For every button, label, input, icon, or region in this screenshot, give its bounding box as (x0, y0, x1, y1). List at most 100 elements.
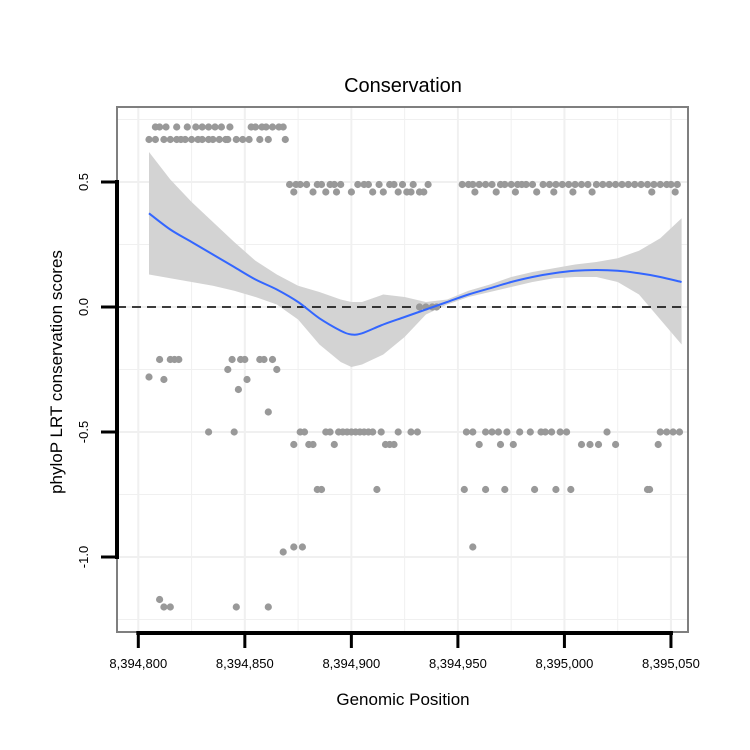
data-point (390, 440, 398, 449)
data-point (260, 355, 268, 364)
data-point (251, 123, 260, 131)
data-point (160, 135, 168, 144)
data-point (166, 135, 174, 144)
data-point (656, 428, 664, 436)
data-point (469, 543, 477, 551)
data-point (226, 123, 234, 131)
data-point (279, 123, 287, 131)
x-tick-label: 8,394,850 (216, 656, 274, 671)
data-point (592, 180, 601, 189)
data-point (612, 440, 620, 449)
data-point (317, 180, 326, 189)
data-point (409, 180, 417, 189)
x-tick-label: 8,395,000 (536, 656, 594, 671)
data-point (224, 365, 232, 374)
data-point (586, 440, 594, 449)
data-point (603, 428, 611, 436)
data-point (309, 440, 317, 449)
data-point (496, 440, 505, 449)
data-point (394, 428, 402, 436)
data-point (241, 355, 249, 364)
data-point (469, 180, 477, 189)
data-point (488, 180, 496, 189)
data-point (462, 428, 470, 436)
data-point (650, 180, 658, 189)
data-point (375, 180, 383, 189)
data-point (256, 135, 264, 144)
data-point (482, 485, 490, 494)
data-point (160, 603, 168, 611)
data-point (286, 180, 294, 189)
data-point (264, 408, 272, 416)
x-tick-label: 8,394,800 (109, 656, 167, 671)
data-point (175, 355, 183, 364)
data-point (317, 485, 326, 494)
data-point (156, 595, 164, 604)
data-point (599, 180, 607, 189)
data-point (556, 428, 564, 436)
data-point (407, 188, 415, 196)
data-point (245, 135, 253, 144)
data-point (567, 485, 575, 494)
y-tick-label: -0.5 (76, 421, 91, 443)
data-point (563, 428, 571, 436)
data-point (501, 180, 509, 189)
data-point (224, 135, 232, 144)
chart-title: Conservation (344, 75, 462, 97)
data-point (364, 180, 372, 189)
data-point (330, 180, 338, 189)
data-point (205, 123, 213, 131)
data-point (492, 188, 500, 196)
data-point (347, 188, 355, 196)
data-point (667, 180, 675, 189)
data-point (239, 135, 247, 144)
data-point (188, 135, 196, 144)
data-point (558, 180, 566, 189)
data-point (145, 373, 153, 381)
data-point (156, 123, 164, 131)
data-point (565, 180, 573, 189)
x-tick-label: 8,394,900 (322, 656, 380, 671)
data-point (398, 180, 407, 189)
x-axis-label: Genomic Position (336, 690, 469, 709)
data-point (541, 428, 549, 436)
data-point (209, 135, 217, 144)
data-point (671, 188, 679, 196)
data-point (605, 180, 613, 189)
data-point (552, 180, 560, 189)
data-point (482, 180, 490, 189)
data-point (234, 385, 242, 394)
data-point (475, 180, 483, 189)
data-point (526, 428, 534, 436)
data-point (379, 188, 387, 196)
data-point (548, 428, 556, 436)
data-point (584, 180, 592, 189)
data-point (413, 428, 421, 436)
data-point (332, 188, 341, 196)
data-point (290, 543, 298, 551)
data-point (217, 123, 225, 131)
data-point (198, 135, 206, 144)
data-point (507, 180, 515, 189)
data-point (511, 188, 519, 196)
data-point (290, 188, 298, 196)
data-point (151, 135, 159, 144)
data-point (482, 428, 490, 436)
data-point (407, 428, 415, 436)
data-point (281, 135, 289, 144)
data-point (181, 135, 189, 144)
data-point (377, 428, 385, 436)
data-point (243, 375, 251, 384)
data-point (326, 428, 334, 436)
data-point (663, 428, 671, 436)
data-point (322, 188, 330, 196)
data-point (268, 355, 277, 364)
data-point (618, 180, 626, 189)
data-point (173, 123, 181, 131)
data-point (330, 440, 338, 449)
data-point (516, 428, 524, 436)
data-point (262, 123, 270, 131)
data-point (648, 188, 656, 196)
data-point (228, 355, 236, 364)
